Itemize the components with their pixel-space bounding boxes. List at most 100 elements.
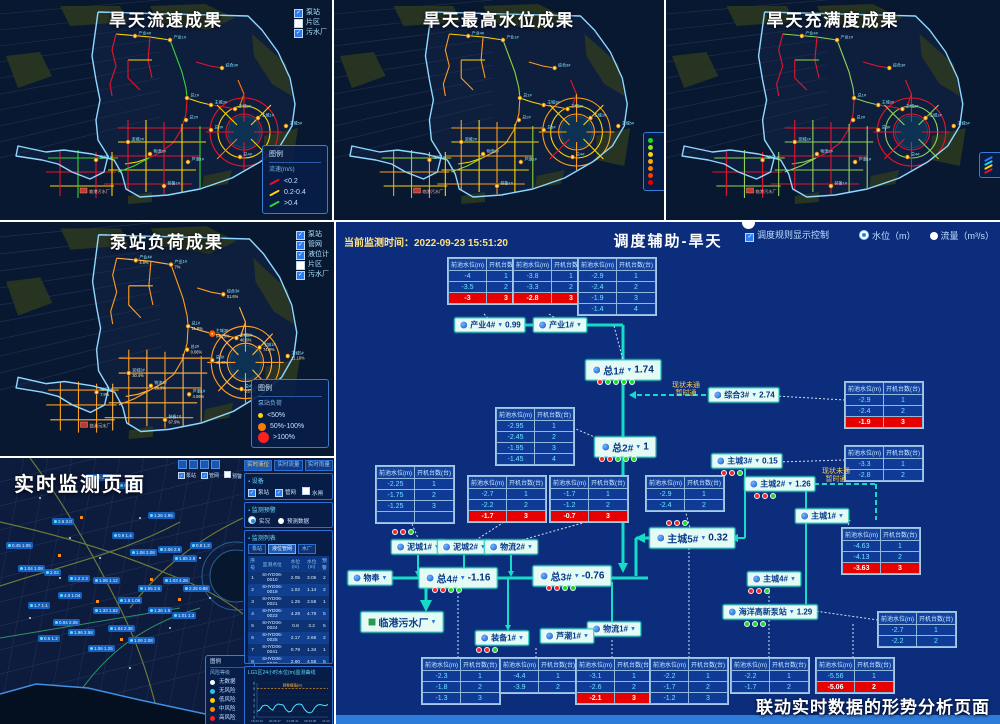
monitor-table-row[interactable]: 3 SHYD06-0021 1.25 3.58 1	[248, 596, 329, 608]
monitor-pill[interactable]: 1.04 1.08	[18, 565, 45, 572]
station-node[interactable]: 综合3# ▼ 2.74	[708, 387, 780, 403]
device-check[interactable]: 水闸	[302, 487, 323, 497]
monitor-pill[interactable]: 1.85 2.9	[173, 555, 198, 562]
station-node[interactable]: 芦潮1# ▼	[540, 628, 594, 644]
warning-radio[interactable]: 实况	[248, 516, 270, 525]
list-filter-button[interactable]: 液位管网	[268, 544, 297, 554]
panel-dry-velocity[interactable]: 产业4# 产业1# 总1# 综合3# 主城3# 总2# 主城2# 主城1# 主城5# 总3# 总4#…	[0, 0, 332, 220]
list-filter-button[interactable]: 水厂	[298, 544, 317, 554]
monitor-pill[interactable]: 1.06 1.12	[93, 577, 120, 584]
unit-radio[interactable]: 水位（m）	[859, 229, 916, 241]
monitor-pill[interactable]: 4.0 1.04	[58, 592, 83, 599]
monitor-pill[interactable]: 1.33 1.62	[93, 607, 120, 614]
measure-icon[interactable]	[200, 460, 209, 469]
pump-marker-label: 总4#	[911, 151, 920, 157]
monitor-pill[interactable]: 1.96 2.58	[68, 629, 95, 636]
station-node[interactable]: 总1# ▼ 1.74	[585, 359, 661, 381]
layers-icon[interactable]	[178, 460, 187, 469]
locate-icon[interactable]	[189, 460, 198, 469]
sidebar-tab[interactable]: 实时雨量	[304, 460, 333, 471]
sidebar-tab[interactable]: 实时流量	[274, 460, 303, 471]
layer-toggle[interactable]: ✓ 管网	[296, 240, 329, 250]
monitor-cell: 4.29	[287, 608, 304, 620]
layer-toggle[interactable]: 片区	[296, 260, 329, 270]
monitor-pill[interactable]: 1.55 2.6	[138, 585, 163, 592]
monitor-table-row[interactable]: 1 SHYD06-0010 2.05 3.05 2	[248, 572, 329, 584]
panel-dry-max-level[interactable]: 产业4# 产业1# 总1# 综合3# 主城3# 总2# 主城2# 主城1# 主城5# 总3# 总4#…	[334, 0, 664, 220]
monitor-pill[interactable]: 1.06 2.08	[128, 637, 155, 644]
station-node[interactable]: 产业1# ▼	[533, 317, 587, 333]
level-map-canvas[interactable]: 产业4# 产业1# 总1# 综合3# 主城3# 总2# 主城2# 主城1# 主城5# 总3# 总4#…	[334, 0, 664, 220]
station-node[interactable]: 总4# ▼ -1.16	[418, 567, 498, 589]
monitor-table-row[interactable]: 6 SHYD06-0025 2.17 2.66 2	[248, 632, 329, 644]
station-node[interactable]: 临港污水厂 ▼	[360, 611, 444, 633]
monitor-pill[interactable]: 1.8 1.06	[118, 597, 143, 604]
monitor-pill[interactable]: 0.8 1.3	[190, 542, 212, 549]
station-node[interactable]: 物奉 ▼	[347, 570, 393, 586]
map-layer-check[interactable]: 预警	[224, 471, 242, 480]
monitor-pill[interactable]: 0.6 1.2	[38, 635, 60, 642]
monitor-table-row[interactable]: 5 SHYD06-0024 0.8 3.2 5	[248, 620, 329, 632]
station-node[interactable]: 总3# ▼ -0.76	[532, 565, 612, 587]
fullscreen-icon[interactable]	[211, 460, 220, 469]
layer-toggle[interactable]: ✓ 泵站	[296, 230, 329, 240]
layer-toggle[interactable]: 片区	[294, 18, 327, 28]
monitor-pill[interactable]: 1.36 1.5	[148, 607, 173, 614]
rule-display-toggle[interactable]: ✓ 调度规则显示控制	[745, 230, 829, 242]
station-node[interactable]: 泥城1#▼	[391, 539, 445, 555]
warning-radio[interactable]: 预测数据	[278, 517, 309, 525]
monitor-table-row[interactable]: 4 SHYD06-0023 4.29 4.79 5	[248, 608, 329, 620]
monitor-pill[interactable]: 1.05 2.05	[86, 474, 113, 481]
monitor-pill[interactable]: 2.06 2.6	[158, 546, 183, 553]
station-node[interactable]: 主城4# ▼	[747, 571, 801, 587]
fullness-map-canvas[interactable]: 产业4# 产业1# 总1# 综合3# 主城3# 总2# 主城2# 主城1# 主城5# 总3# 总4#…	[666, 0, 1000, 220]
layer-toggle[interactable]: ✓ 液位计	[296, 250, 329, 260]
unit-radio[interactable]: 流量（m³/s）	[929, 231, 994, 241]
monitor-pill[interactable]: 0.9 1.4	[112, 532, 134, 539]
monitor-pill[interactable]: 0.45 1.05	[6, 542, 33, 549]
station-node[interactable]: 主城3# ▼ 0.15	[711, 453, 783, 469]
station-node[interactable]: 总2# ▼ 1	[594, 436, 656, 458]
scroll-knob[interactable]	[742, 222, 755, 229]
monitor-table-row[interactable]: 2 SHYD06-0019 1.02 1.14 2	[248, 584, 329, 596]
monitor-pill[interactable]: 2.02	[44, 569, 61, 576]
map-layer-check[interactable]: ✓ 管网	[201, 472, 219, 479]
station-node[interactable]: 海洋高新泵站 ▼ 1.29	[722, 604, 818, 620]
sidebar-tab[interactable]: 实时液位	[244, 460, 273, 471]
panel-dry-fullness[interactable]: 产业4# 产业1# 总1# 综合3# 主城3# 总2# 主城2# 主城1# 主城5# 总3# 总4#…	[666, 0, 1000, 220]
monitor-pill[interactable]: 0.94 2.08	[53, 619, 80, 626]
velocity-map-canvas[interactable]: 产业4# 产业1# 总1# 综合3# 主城3# 总2# 主城2# 主城1# 主城5# 总3# 总4#…	[0, 0, 332, 220]
station-node[interactable]: 装备1# ▼	[475, 630, 529, 646]
station-node[interactable]: 物流2# ▼	[484, 539, 538, 555]
map-layer-check[interactable]: ✓ 泵站	[178, 472, 196, 479]
rule-table-row: -2.4 2	[646, 499, 724, 511]
monitor-pill[interactable]: 1.03 4.28	[163, 577, 190, 584]
station-node[interactable]: 泥城2# ▼	[437, 539, 491, 555]
monitor-pill[interactable]: 1.06 1.25	[88, 645, 115, 652]
layer-toggle[interactable]: ✓ 污水厂	[296, 270, 329, 280]
monitor-table-row[interactable]: 7 SHYD06-0041 0.79 1.34 1	[248, 644, 329, 656]
monitor-pill[interactable]: 1.08 2.08	[130, 549, 157, 556]
station-node[interactable]: 产业4# ▼ 0.99	[454, 317, 526, 333]
monitor-pill[interactable]: 1.7 1.1	[28, 602, 50, 609]
device-check[interactable]: ✓ 泵站	[248, 488, 269, 497]
monitor-pill[interactable]: 0.8 1.3	[118, 482, 140, 489]
monitor-pill[interactable]: 2.6 3.0	[52, 518, 74, 525]
monitor-pill[interactable]: 1.01 1.3	[172, 612, 197, 619]
station-node[interactable]: 主城5# ▼ 0.32	[649, 527, 735, 549]
device-check[interactable]: ✓ 管网	[275, 488, 296, 497]
list-filter-button[interactable]: 泵站	[248, 544, 267, 554]
monitor-pill[interactable]: 2.25 0.88	[183, 585, 210, 592]
station-node[interactable]: 主城2# ▼ 1.26	[744, 476, 816, 492]
layer-toggle[interactable]: ✓ 污水厂	[294, 28, 327, 38]
monitor-pill[interactable]: 1.2 2.3	[68, 575, 90, 582]
panel-pump-load[interactable]: 产业4# 4.9% 产业1# 7% 总1# 11.8% 综合3# 51.6% 主城3# 64.25…	[0, 222, 334, 456]
panel-realtime-monitor[interactable]: 实时监测页面 ✓ 泵站 ✓ 管网 预警 1.05 2.05 0.8 1.3 2.6 3.0 1…	[0, 458, 334, 724]
monitor-pill[interactable]: 1.84 2.38	[108, 625, 135, 632]
layer-toggle[interactable]: ✓ 泵站	[294, 8, 327, 18]
monitor-pill[interactable]: 1.26 1.95	[148, 512, 175, 519]
station-node[interactable]: 主城1# ▼	[795, 508, 849, 524]
station-node[interactable]: 物流1# ▼	[587, 621, 641, 637]
panel-dispatch-assist[interactable]: 当前监测时间：2022-09-23 15:51:20 调度辅助-旱天 ✓ 调度规…	[336, 222, 1000, 724]
